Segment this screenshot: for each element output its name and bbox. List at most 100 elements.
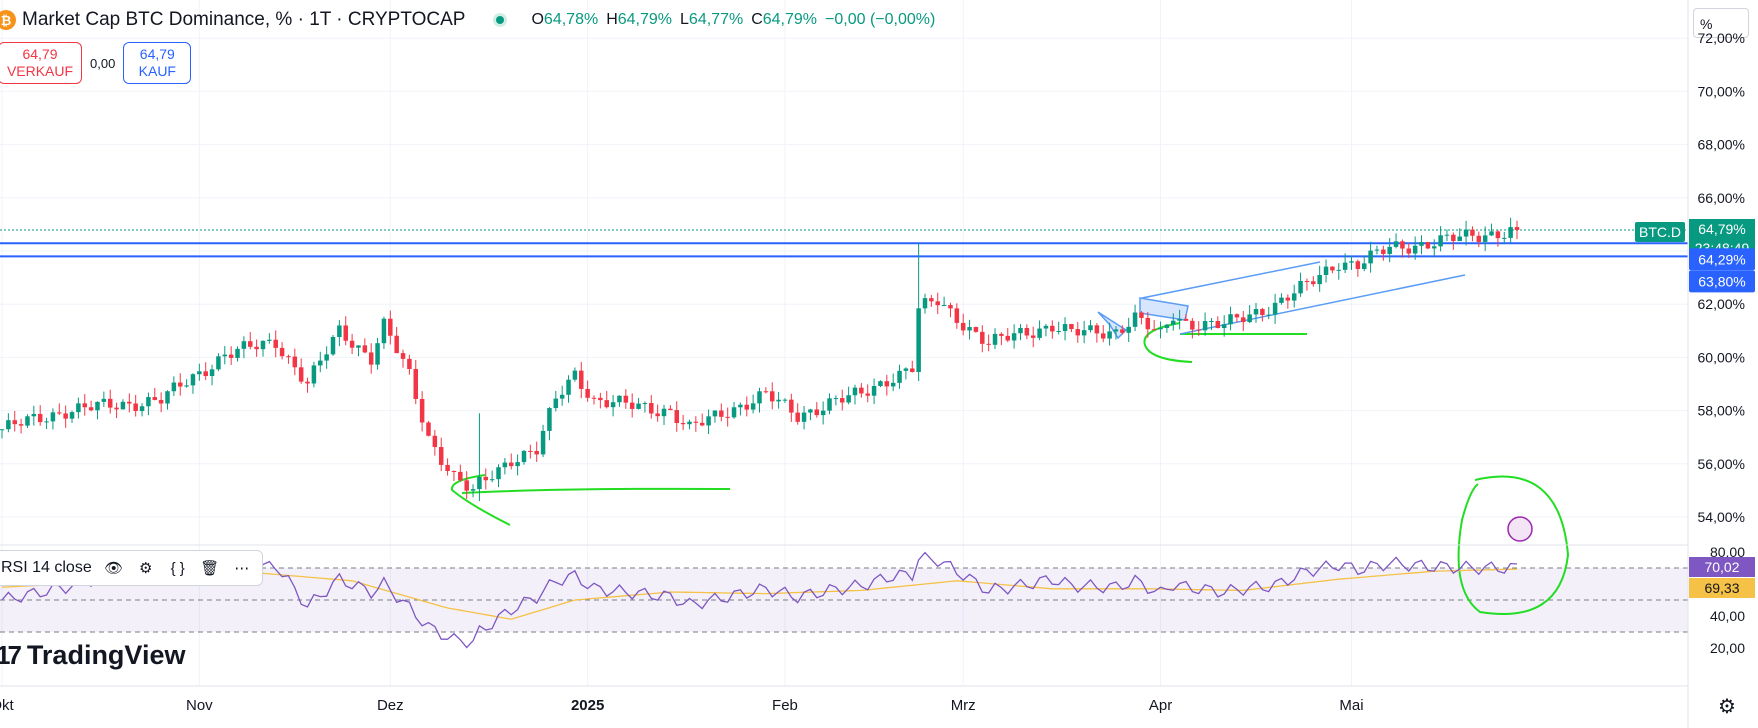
candle-body [1431,246,1437,249]
candle-body [362,345,368,353]
candle-body [782,399,788,401]
more-icon[interactable]: ⋯ [234,560,250,577]
candle-body [508,462,514,467]
time-tick-label: Mrz [951,697,976,714]
rsi-tick-label: 20,00 [1710,640,1745,656]
candle-body [1508,227,1513,238]
rsi-label[interactable]: RSI 14 close [1,559,92,576]
candle-body [706,416,711,426]
candle-body [222,354,228,357]
candle-body [948,305,953,309]
candle-body [1228,314,1233,325]
candle-body [629,402,635,409]
candle-body [381,318,387,344]
buy-button[interactable]: 64,79 KAUF [123,42,192,84]
candle-body [235,348,240,358]
candle-body [801,412,807,422]
candle-body [699,422,705,426]
candle-body [1311,281,1316,285]
code-icon[interactable]: { } [170,559,185,577]
candle-body [1279,297,1284,303]
candle-body [1069,324,1074,330]
candle-body [496,467,501,480]
eye-icon[interactable]: 👁 [104,560,124,577]
candle-body [1139,312,1144,318]
candle-body [1107,331,1112,339]
candle-body [789,399,794,413]
flag-pattern [1139,297,1189,321]
settings-icon[interactable]: ⚙ [138,560,153,577]
candle-body [649,403,654,414]
candle-body [1094,325,1100,334]
candle-body [1018,327,1023,334]
candle-body [260,340,266,350]
candle-body [1234,314,1240,318]
candle-body [528,450,533,452]
time-tick-label: Feb [772,697,798,714]
candle-body [579,370,584,389]
candle-body [483,476,489,481]
candle-body [44,421,49,423]
candle-body [916,308,921,373]
candle-body [1349,261,1354,263]
candle-body [1330,266,1335,271]
candle-body [566,379,571,395]
candle-body [1495,231,1501,239]
time-tick-label: Okt [0,697,14,714]
candle-body [1005,335,1011,341]
candle-body [572,370,578,380]
alert-icon [1507,516,1533,542]
candle-body [1361,263,1367,270]
candle-body [394,335,399,354]
candle-body [1355,261,1361,270]
candle-body [63,413,68,419]
gear-icon[interactable]: ⚙ [1718,696,1736,718]
candle-body [1266,314,1271,316]
market-status-icon[interactable] [493,13,508,27]
candle-body [935,301,940,306]
candle-body [356,345,361,348]
candle-body [757,391,762,404]
candle-body [197,371,202,375]
candle-body [152,397,158,400]
candle-body [1317,274,1322,285]
candle-body [190,374,196,386]
candle-body [1158,327,1163,330]
tradingview-logo[interactable]: 17 TradingView [0,640,185,671]
symbol-title[interactable]: Market Cap BTC Dominance, % · 1T · CRYPT… [22,9,466,30]
candle-body [999,333,1004,336]
candle-body [897,370,902,383]
candle-body [248,341,253,347]
candle-body [305,381,310,384]
channel-line [1141,261,1321,299]
candle-body [986,343,991,345]
chart-header: ₿ Market Cap BTC Dominance, % · 1T · CRY… [0,0,935,40]
candle-body [1011,333,1017,341]
price-tick-label: 62,00% [1698,296,1745,312]
candle-body [604,400,609,408]
candle-body [1304,280,1310,282]
candle-body [871,386,877,396]
line1-badge [1689,248,1755,271]
sell-button[interactable]: 64,79 VERKAUF [0,42,82,84]
candle-body [318,360,323,366]
candle-body [1514,227,1520,230]
rsi-ma-value-text: 69,33 [1704,580,1739,596]
candle-body [458,471,463,481]
candle-body [1037,328,1042,338]
candle-body [750,403,756,410]
unit-selector[interactable]: % [1693,8,1749,38]
price-tick-label: 54,00% [1698,509,1745,525]
candle-body [1368,250,1373,264]
candle-body [1470,229,1475,236]
candle-body [1419,242,1424,246]
candle-body [88,407,94,411]
candle-body [1451,234,1456,242]
candle-body [521,450,527,463]
candle-body [273,339,278,348]
trash-icon[interactable]: 🗑 [200,560,220,577]
candle-body [1177,318,1182,321]
candle-body [1260,309,1265,315]
candle-body [76,403,81,413]
